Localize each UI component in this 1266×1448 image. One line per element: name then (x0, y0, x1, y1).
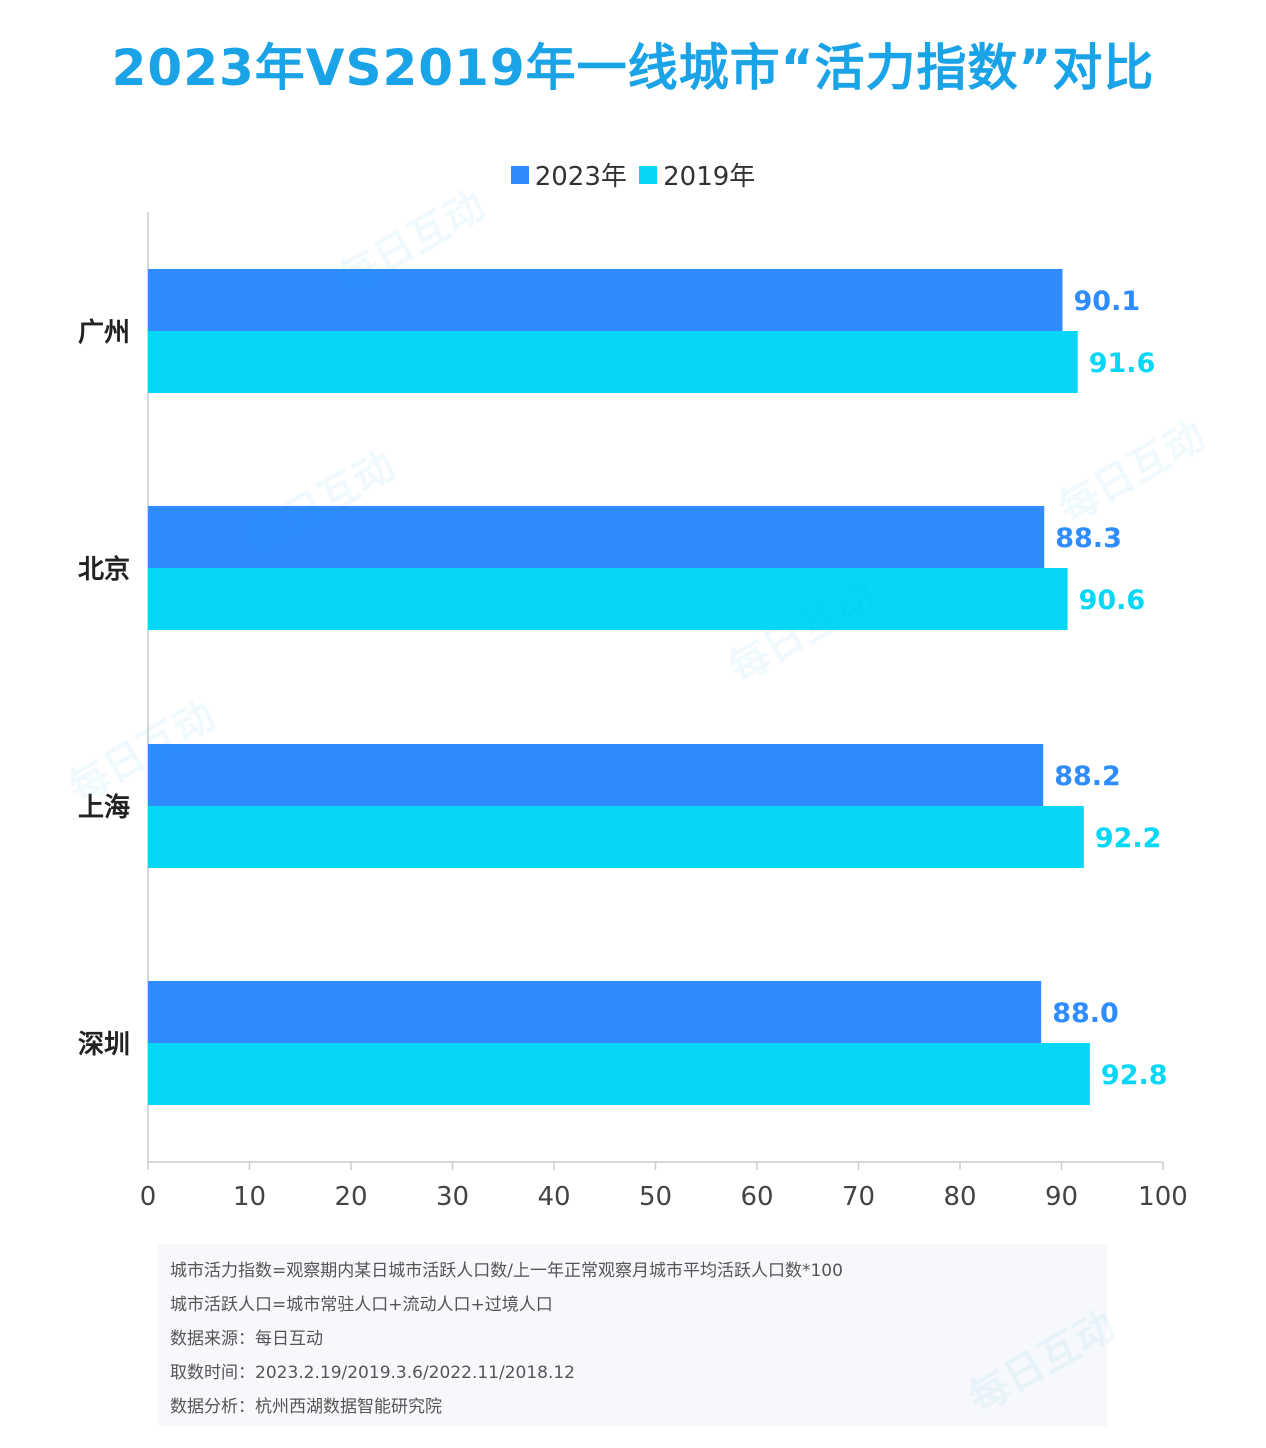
data-label: 88.0 (1052, 998, 1119, 1029)
data-label: 90.6 (1079, 585, 1146, 616)
x-tick-label: 100 (1138, 1182, 1188, 1212)
bar-2023年-广州 (148, 269, 1063, 331)
x-tick-label: 70 (842, 1182, 875, 1212)
bar-chart: 0 10 20 30 40 50 60 70 80 90 100 广州 90.1 91.6 北京 88.3 90… (78, 212, 1188, 1212)
bar-2023年-北京 (148, 506, 1045, 568)
category-label: 北京 (78, 554, 130, 585)
note-data-time: 取数时间：2023.2.19/2019.3.6/2022.11/2018.12 (170, 1363, 576, 1383)
x-tick-label: 60 (740, 1182, 773, 1212)
legend-item-2023: 2023年 (510, 156, 627, 193)
bar-2019年-深圳 (148, 1043, 1090, 1105)
note-definition: 城市活力指数=观察期内某日城市活跃人口数/上一年正常观察月城市平均活跃人口数*1… (170, 1261, 843, 1281)
x-tick-label: 10 (233, 1182, 266, 1212)
legend-label-2023: 2023年 (534, 162, 627, 192)
x-tick-label: 50 (639, 1182, 672, 1212)
legend-label-2019: 2019年 (663, 162, 756, 192)
bar-2023年-深圳 (148, 981, 1042, 1043)
x-tick-label: 40 (537, 1182, 570, 1212)
data-label: 88.2 (1054, 761, 1121, 792)
data-label: 92.2 (1095, 823, 1162, 854)
bar-2019年-北京 (148, 568, 1068, 630)
data-label: 90.1 (1074, 286, 1141, 317)
notes-panel: 城市活力指数=观察期内某日城市活跃人口数/上一年正常观察月城市平均活跃人口数*1… (158, 1244, 1107, 1426)
legend-item-2019: 2019年 (639, 156, 755, 193)
data-label: 91.6 (1089, 348, 1156, 379)
x-tick-label: 80 (943, 1182, 976, 1212)
bar-2019年-广州 (148, 331, 1078, 393)
x-tick-label: 90 (1045, 1182, 1078, 1212)
legend-swatch-2019 (639, 165, 658, 184)
chart-legend: 2023年 2019年 (0, 156, 1266, 193)
bar-2019年-上海 (148, 806, 1084, 868)
category-label: 上海 (78, 793, 130, 823)
category-label: 广州 (78, 318, 130, 348)
data-label: 92.8 (1101, 1060, 1168, 1091)
bar-2023年-上海 (148, 744, 1044, 806)
x-tick-label: 20 (334, 1182, 367, 1212)
x-tick-label: 30 (436, 1182, 469, 1212)
note-data-source: 数据来源：每日互动 (170, 1329, 323, 1349)
note-active-population: 城市活跃人口=城市常驻人口+流动人口+过境人口 (170, 1295, 553, 1315)
legend-swatch-2023 (510, 165, 529, 184)
note-analysis: 数据分析：杭州西湖数据智能研究院 (170, 1397, 442, 1417)
x-tick-label: 0 (140, 1182, 157, 1212)
chart-title: 2023年VS2019年一线城市“活力指数”对比 (111, 39, 1155, 97)
data-label: 88.3 (1055, 523, 1122, 554)
category-label: 深圳 (78, 1030, 130, 1060)
